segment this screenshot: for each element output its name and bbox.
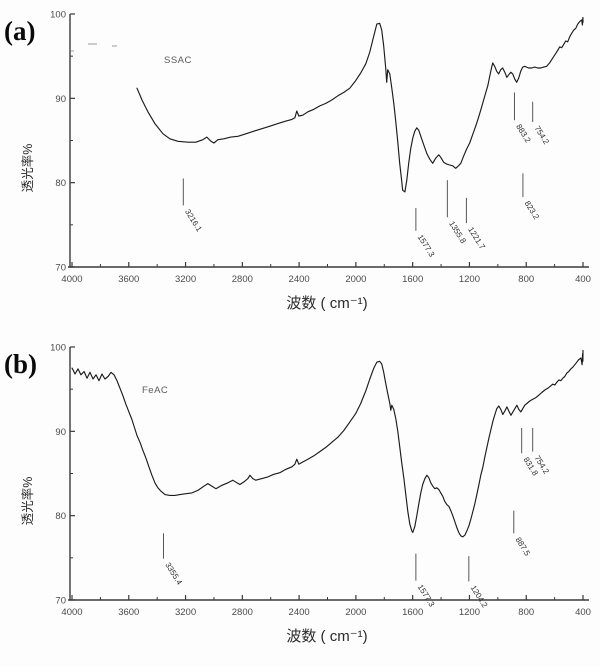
- y-tick-label: 100: [50, 10, 66, 21]
- peak-label: 3355.4: [163, 561, 184, 587]
- x-tick-label: 800: [518, 607, 534, 618]
- x-tick-label: 3600: [118, 607, 139, 618]
- y-tick-label: 80: [55, 178, 66, 189]
- peak-label: 1355.8: [447, 220, 468, 246]
- x-tick-label: 400: [575, 274, 591, 285]
- y-tick-label: 100: [50, 343, 66, 354]
- panel-letter: (b): [4, 349, 37, 379]
- x-tick-label: 1200: [459, 274, 480, 285]
- x-tick-label: 3200: [175, 274, 196, 285]
- x-tick-label: 2000: [345, 274, 366, 285]
- x-tick-label: 4000: [61, 274, 82, 285]
- x-tick-label: 2800: [232, 274, 253, 285]
- spectrum-panel-b: 4000 3600 3200 2800 2400 2000 1600 1200 800 400 10…: [0, 333, 600, 667]
- y-tick-label: 80: [55, 511, 66, 522]
- x-tick-label: 800: [518, 274, 534, 285]
- peak-label: 887.5: [514, 536, 533, 558]
- spectrum-plot: 4000 3600 3200 2800 2400 2000 1600 1200 800 400 10…: [4, 10, 591, 313]
- sample-label: FeAC: [142, 385, 168, 396]
- x-tick-label: 2400: [289, 274, 310, 285]
- x-tick-label: 1200: [459, 607, 480, 618]
- x-axis-title: 波数 ( cm⁻¹): [286, 295, 367, 312]
- peak-label: 883.2: [514, 123, 533, 145]
- spectrum-curve: [71, 349, 584, 538]
- x-tick-label: 1600: [402, 607, 423, 618]
- x-axis-title: 波数 ( cm⁻¹): [286, 628, 367, 645]
- peak-label: 1577.3: [416, 583, 437, 609]
- x-tick-label: 1600: [402, 274, 423, 285]
- y-axis-title: 透光率%: [20, 477, 35, 526]
- spectrum-curve: [136, 16, 584, 193]
- x-tick-label: 2000: [345, 607, 366, 618]
- peak-label: 3216.1: [183, 208, 204, 234]
- y-axis-title: 透光率%: [20, 144, 35, 193]
- peak-label: 823.2: [523, 199, 542, 221]
- x-tick-label: 2800: [232, 607, 253, 618]
- peak-label: 1577.3: [416, 233, 437, 259]
- x-tick-label: 3600: [118, 274, 139, 285]
- peak-label: 1221.7: [466, 225, 487, 251]
- x-tick-label: 400: [575, 607, 591, 618]
- x-tick-label: 3200: [175, 607, 196, 618]
- peak-label: 754.2: [533, 124, 552, 146]
- y-tick-label: 90: [55, 427, 66, 438]
- panel-letter: (a): [4, 16, 35, 46]
- spectrum-plot: 4000 3600 3200 2800 2400 2000 1600 1200 800 400 10…: [4, 343, 591, 646]
- y-tick-label: 90: [55, 94, 66, 105]
- peak-label: 1204.2: [469, 584, 490, 610]
- x-tick-label: 4000: [61, 607, 82, 618]
- spectrum-panel-a: 4000 3600 3200 2800 2400 2000 1600 1200 800 400 10…: [4, 10, 591, 313]
- y-tick-label: 70: [55, 596, 66, 607]
- x-tick-label: 2400: [289, 607, 310, 618]
- sample-label: SSAC: [164, 55, 192, 66]
- y-tick-label: 70: [55, 263, 66, 274]
